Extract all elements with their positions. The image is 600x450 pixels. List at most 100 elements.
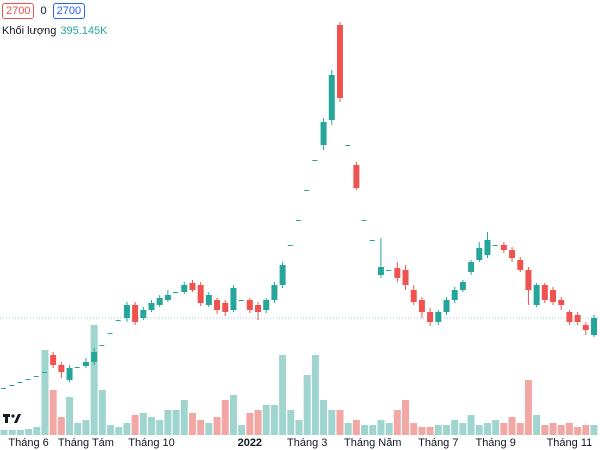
volume-bar [98,390,106,435]
ohlc-readout: 2700 0 2700 [2,3,86,19]
change-value: 0 [40,5,47,17]
candle-body [33,376,39,377]
candle-body [205,295,212,305]
volume-bar [385,423,393,435]
candle-body [91,352,98,362]
candle-body [74,367,80,368]
candle-body [328,75,335,120]
volume-bar [270,405,278,435]
volume-bar [107,425,115,435]
volume-bar [33,427,41,435]
candle-body [336,25,343,98]
volume-bar [287,410,295,435]
candle-body [525,270,532,290]
volume-bar [418,427,426,435]
volume-bar [582,425,590,435]
candle-body [287,245,293,246]
candle-body [66,368,73,380]
volume-bar [590,425,598,435]
volume-bar [279,355,287,435]
candle-body [82,362,89,366]
volume-bar [410,423,418,435]
volume-bar [426,427,434,435]
candle-body [123,305,130,318]
volume-bar [180,400,188,435]
x-tick-label: Tháng 7 [418,437,458,449]
volume-bar [254,410,262,435]
volume-bar [524,380,532,435]
candle-body [533,285,540,305]
volume-bar [443,425,450,435]
volume-bar [16,430,24,435]
volume-bar [66,397,74,435]
volume-bar [328,410,336,435]
candle-body [418,300,425,312]
candle-body [214,300,221,310]
volume-bar [131,415,139,435]
candle-body [591,318,597,335]
volume-bar [197,420,205,435]
candle-body [181,285,188,292]
candle-body [189,283,196,290]
volume-bar [336,410,344,435]
volume-bar [57,417,65,435]
candle-body [476,248,483,260]
volume-bar [82,420,90,435]
x-tick-label: Tháng 3 [287,437,327,449]
volume-bar [320,400,328,435]
volume-bar [565,423,573,435]
volume-bar [238,425,246,435]
volume-bar [492,420,500,435]
volume-bar [205,423,213,435]
volume-bar [188,413,196,435]
candle-body [484,240,491,255]
candle-body [443,300,450,312]
volume-bar [164,410,172,435]
candle-body [140,310,147,318]
candle-body [582,325,589,330]
volume-bar [139,413,147,435]
volume-bar [361,425,369,435]
volume-bar [123,423,131,435]
candle-body [25,379,31,380]
x-tick-label: Tháng Năm [344,437,401,449]
volume-bar [311,355,319,435]
candle-body [304,190,310,191]
volume-bar [221,400,229,435]
candle-body [361,220,367,221]
volume-bar [574,427,582,435]
candle-body [296,220,301,221]
candle-body [386,270,392,271]
candle-body [107,333,113,334]
x-tick-label: 2022 [238,437,262,449]
candle-body [164,295,171,300]
candle-body [58,365,65,372]
volume-bar [451,420,459,435]
volume-bar [549,423,557,435]
volume-value: 395.145K [60,25,108,37]
volume-bar [172,410,180,435]
volume-bar [459,423,467,435]
candle-body [468,262,475,272]
candle-body [427,312,434,322]
x-tick-label: Tháng 11 [547,437,593,449]
volume-bar [508,417,516,435]
candle-body [263,300,270,310]
volume-bar [541,425,549,435]
candle-body [17,382,23,383]
x-tick-label: Tháng 10 [128,437,174,449]
candle-body [492,245,498,246]
volume-bar [74,423,82,435]
candle-body [197,285,204,303]
volume-bar [393,410,401,435]
volume-bar [148,417,155,435]
candle-body [132,305,139,322]
candle-body [115,320,121,321]
volume-bar [500,423,508,435]
candle-body [9,385,15,386]
volume-readout: Khối lượng 395.145K [2,25,107,37]
candle-body [246,300,253,310]
candle-body [320,122,327,145]
